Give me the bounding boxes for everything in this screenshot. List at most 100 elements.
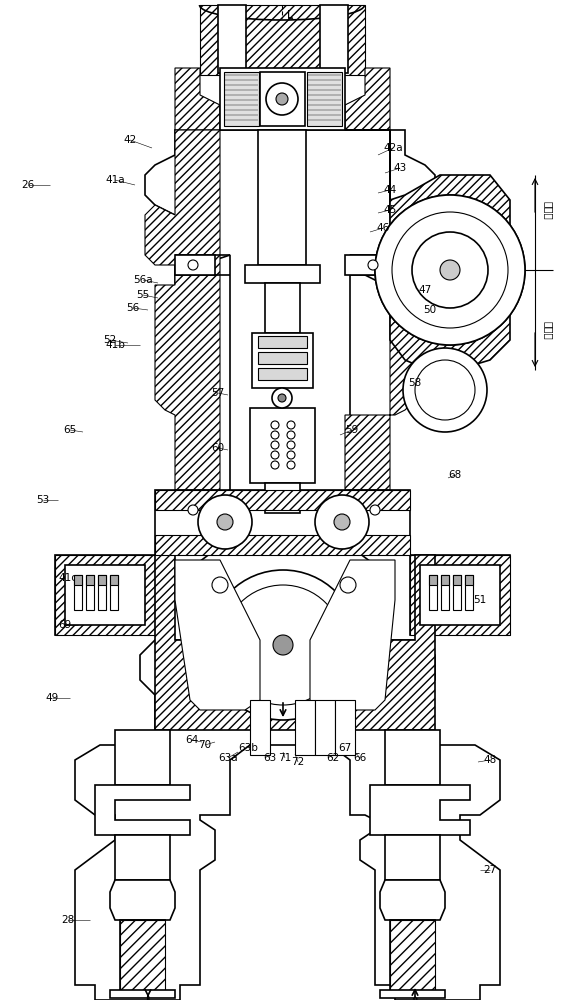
Circle shape	[368, 260, 378, 270]
Text: 59: 59	[345, 425, 359, 435]
Text: ⇑: ⇑	[410, 996, 420, 1000]
Bar	[115, 730, 170, 785]
Text: 68: 68	[449, 470, 462, 480]
Text: 44: 44	[384, 185, 397, 195]
Bar	[110, 990, 175, 998]
Text: L: L	[287, 10, 293, 20]
Circle shape	[271, 451, 279, 459]
Circle shape	[392, 212, 508, 328]
Bar	[385, 835, 440, 880]
Bar	[65, 565, 145, 625]
Polygon shape	[155, 555, 435, 730]
Text: 63a: 63a	[218, 753, 238, 763]
Circle shape	[208, 570, 358, 720]
Bar	[307, 72, 342, 126]
Bar	[74, 575, 82, 585]
Polygon shape	[95, 785, 190, 835]
Bar	[429, 575, 437, 585]
Bar	[258, 352, 307, 364]
Bar	[74, 575, 82, 610]
Bar	[86, 575, 94, 610]
Text: 45: 45	[384, 205, 397, 215]
Bar	[410, 555, 510, 635]
Bar	[55, 555, 155, 635]
Circle shape	[212, 577, 228, 593]
Polygon shape	[155, 535, 410, 555]
Text: 41c: 41c	[59, 573, 77, 583]
Circle shape	[271, 431, 279, 439]
Polygon shape	[345, 68, 390, 130]
Bar	[465, 575, 473, 610]
Bar	[155, 490, 410, 555]
Text: 72: 72	[292, 757, 305, 767]
Text: 41b: 41b	[105, 340, 125, 350]
Bar	[98, 575, 106, 610]
Text: 64: 64	[185, 735, 199, 745]
Circle shape	[375, 195, 525, 345]
Text: 65: 65	[63, 425, 77, 435]
Bar	[345, 255, 385, 275]
Bar	[295, 700, 315, 755]
Bar	[260, 72, 305, 126]
Circle shape	[412, 232, 488, 308]
Polygon shape	[370, 785, 470, 835]
Bar	[429, 575, 437, 610]
Circle shape	[340, 577, 356, 593]
Circle shape	[271, 461, 279, 469]
Text: 43: 43	[393, 163, 407, 173]
Bar	[120, 920, 165, 990]
Circle shape	[287, 461, 295, 469]
Text: L: L	[287, 11, 293, 21]
Bar	[265, 283, 300, 333]
Bar	[453, 575, 461, 610]
Circle shape	[188, 505, 198, 515]
Circle shape	[278, 394, 286, 402]
Text: 47: 47	[418, 285, 432, 295]
Bar	[335, 700, 355, 755]
Text: 53: 53	[36, 495, 50, 505]
Text: 26: 26	[21, 180, 34, 190]
Bar	[115, 835, 170, 880]
Text: 63b: 63b	[238, 743, 258, 753]
Text: 52: 52	[103, 335, 116, 345]
Bar	[245, 265, 320, 283]
Text: 49: 49	[45, 693, 59, 703]
Circle shape	[334, 514, 350, 530]
Circle shape	[287, 451, 295, 459]
Text: 27: 27	[484, 865, 497, 875]
Circle shape	[188, 260, 198, 270]
Text: 62: 62	[327, 753, 340, 763]
Circle shape	[287, 441, 295, 449]
Bar	[252, 333, 313, 388]
Text: 66: 66	[353, 753, 367, 763]
Text: 吸入側: 吸入側	[543, 201, 553, 219]
Text: 28: 28	[62, 915, 75, 925]
Text: 41a: 41a	[105, 175, 125, 185]
Circle shape	[271, 421, 279, 429]
Bar	[250, 700, 270, 755]
Text: 56a: 56a	[133, 275, 153, 285]
Text: 48: 48	[484, 755, 497, 765]
Bar	[390, 920, 435, 990]
Text: 57: 57	[211, 388, 225, 398]
Bar	[385, 730, 440, 785]
Circle shape	[287, 421, 295, 429]
Text: 42: 42	[123, 135, 137, 145]
Text: 60: 60	[211, 443, 224, 453]
Bar	[441, 575, 449, 610]
Text: 63: 63	[263, 753, 277, 763]
Bar	[410, 555, 510, 635]
Text: 55: 55	[136, 290, 150, 300]
Polygon shape	[345, 130, 415, 490]
Polygon shape	[390, 175, 510, 375]
Text: 67: 67	[338, 743, 351, 753]
Text: ⇓: ⇓	[143, 996, 153, 1000]
Bar	[258, 130, 306, 265]
Bar	[86, 575, 94, 585]
Bar	[110, 575, 118, 585]
Circle shape	[276, 93, 288, 105]
Bar	[110, 575, 118, 610]
Bar	[55, 555, 155, 635]
Text: 50: 50	[423, 305, 437, 315]
Bar	[258, 336, 307, 348]
